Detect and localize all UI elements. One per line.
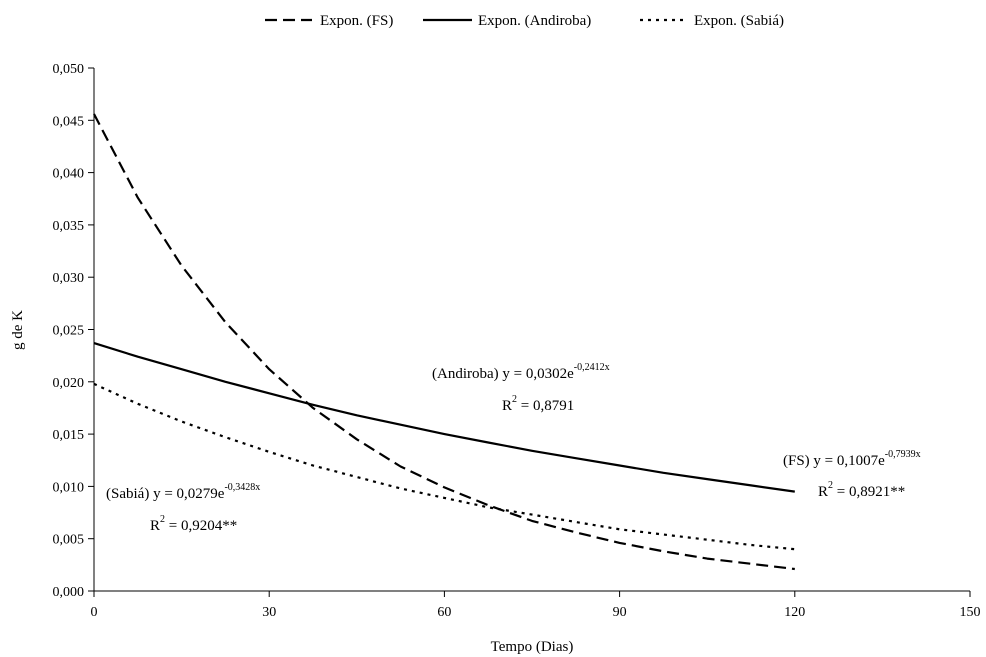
legend-label-fs: Expon. (FS) [320,13,393,29]
annotation-fs-r2-val: = 0,8921** [833,484,905,500]
annotation-andiroba-r2-r: R [502,398,512,414]
legend-label-sabia: Expon. (Sabiá) [694,13,784,29]
x-tick-label: 150 [960,605,981,620]
x-tick-label: 0 [91,605,98,620]
y-ticks: 0,000 0,005 0,010 0,015 0,020 0,025 0,030 0,035… [53,62,94,600]
annotation-andiroba-eq-main: (Andiroba) y = 0,0302e [432,366,574,382]
annotation-sabia-r2-r: R [150,518,160,534]
annotation-sabia-eq-exp: -0,3428x [224,482,260,493]
series-layer [93,113,795,571]
y-axis-title: g de K [10,310,26,350]
annotation-fs-r2: R2 = 0,8921** [818,480,905,500]
series-line-andiroba [93,342,795,493]
annotation-fs: (FS) y = 0,1007e-0,7939x R2 = 0,8921** [783,449,921,500]
annotation-fs-eq-main: (FS) y = 0,1007e [783,453,885,469]
legend-item-sabia: Expon. (Sabiá) [640,13,784,29]
y-tick-label: 0,020 [53,376,85,391]
annotation-fs-eq-exp: -0,7939x [885,449,921,460]
y-tick-label: 0,050 [53,62,85,77]
x-axis-title: Tempo (Dias) [491,639,574,655]
annotation-fs-r2-exp: 2 [828,480,833,491]
y-tick-label: 0,000 [53,585,85,600]
annotation-sabia: (Sabiá) y = 0,0279e-0,3428x R2 = 0,9204*… [106,482,260,534]
y-tick-label: 0,015 [53,428,85,443]
x-tick-label: 60 [437,605,451,620]
annotation-sabia-r2: R2 = 0,9204** [150,514,237,534]
y-tick-label: 0,010 [53,480,85,495]
legend-item-andiroba: Expon. (Andiroba) [423,13,591,29]
annotation-andiroba-eq-exp: -0,2412x [574,362,610,373]
annotation-andiroba-r2-val: = 0,8791 [517,398,574,414]
y-tick-label: 0,035 [53,219,85,234]
annotation-fs-equation: (FS) y = 0,1007e-0,7939x [783,449,921,469]
annotation-sabia-equation: (Sabiá) y = 0,0279e-0,3428x [106,482,260,502]
annotation-andiroba-equation: (Andiroba) y = 0,0302e-0,2412x [432,362,610,382]
y-tick-label: 0,040 [53,167,85,182]
annotation-andiroba-r2: R2 = 0,8791 [502,394,574,414]
legend: Expon. (FS) Expon. (Andiroba) Expon. (Sa… [265,13,784,29]
x-tick-label: 90 [613,605,627,620]
annotation-fs-r2-r: R [818,484,828,500]
series-line-fs [93,113,795,571]
annotation-sabia-r2-exp: 2 [160,514,165,525]
legend-label-andiroba: Expon. (Andiroba) [478,13,591,29]
y-tick-label: 0,030 [53,271,85,286]
legend-item-fs: Expon. (FS) [265,13,393,29]
series-line-sabia [93,382,795,551]
y-tick-label: 0,025 [53,324,85,339]
annotation-sabia-r2-val: = 0,9204** [165,518,237,534]
y-tick-label: 0,045 [53,114,85,129]
x-tick-label: 120 [784,605,805,620]
y-tick-label: 0,005 [53,533,85,548]
x-tick-label: 30 [262,605,276,620]
x-ticks: 0 30 60 90 120 150 [91,591,981,620]
annotation-andiroba: (Andiroba) y = 0,0302e-0,2412x R2 = 0,87… [432,362,610,414]
annotation-sabia-eq-main: (Sabiá) y = 0,0279e [106,486,225,502]
annotation-andiroba-r2-exp: 2 [512,394,517,405]
